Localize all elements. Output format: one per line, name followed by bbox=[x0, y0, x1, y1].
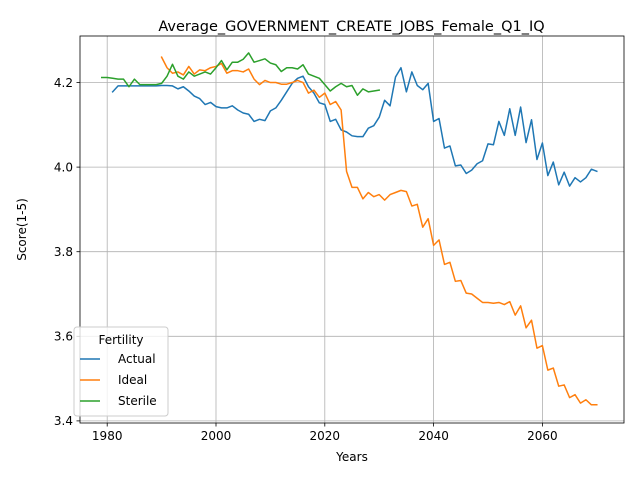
x-tick-label: 2000 bbox=[201, 429, 232, 443]
legend-label-sterile: Sterile bbox=[118, 394, 157, 408]
legend: Fertility Actual Ideal Sterile bbox=[74, 327, 168, 416]
legend-label-actual: Actual bbox=[118, 352, 156, 366]
x-tick-label: 1980 bbox=[92, 429, 123, 443]
y-axis-label: Score(1-5) bbox=[15, 198, 29, 261]
x-tick-label: 2040 bbox=[418, 429, 449, 443]
legend-title: Fertility bbox=[98, 333, 143, 347]
x-axis-label: Years bbox=[335, 450, 368, 464]
x-tick-label: 2020 bbox=[310, 429, 341, 443]
y-tick-label: 3.4 bbox=[54, 414, 73, 428]
legend-label-ideal: Ideal bbox=[118, 373, 147, 387]
y-tick-label: 3.6 bbox=[54, 330, 73, 344]
x-tick-label: 2060 bbox=[527, 429, 558, 443]
chart-title: Average_GOVERNMENT_CREATE_JOBS_Female_Q1… bbox=[158, 19, 544, 35]
y-tick-label: 3.8 bbox=[54, 245, 73, 259]
y-tick-label: 4.0 bbox=[54, 160, 73, 174]
y-tick-label: 4.2 bbox=[54, 76, 73, 90]
